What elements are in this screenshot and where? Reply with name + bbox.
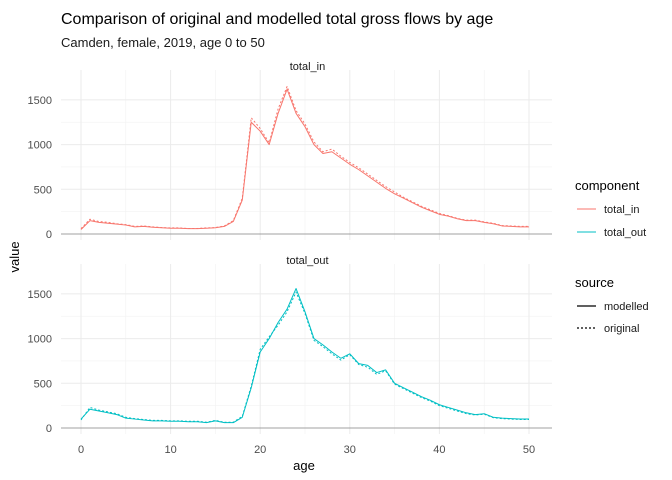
x-axis-label: age <box>293 458 315 473</box>
legend-label-total_in: total_in <box>604 204 639 216</box>
x-tick-label: 50 <box>523 444 535 456</box>
x-tick-label: 0 <box>78 444 84 456</box>
x-tick-label: 20 <box>254 444 266 456</box>
chart-subtitle: Camden, female, 2019, age 0 to 50 <box>61 35 265 50</box>
legend-title-source: source <box>575 275 614 290</box>
legend-title-component: component <box>575 178 640 193</box>
series-line-total_out-modelled <box>80 288 529 424</box>
y-tick-label: 1500 <box>28 289 52 301</box>
panel-total_in: total_in 0 500 1000 1500 <box>28 61 552 241</box>
y-axis-label: value <box>7 241 22 272</box>
legend-label-original: original <box>604 323 639 335</box>
y-tick-label: 1000 <box>28 140 52 152</box>
x-tick-label: 30 <box>344 444 356 456</box>
y-tick-label: 1500 <box>28 95 52 107</box>
y-tick-label: 0 <box>46 423 52 435</box>
panels: total_in050010001500total_out05001000150… <box>28 61 552 456</box>
chart-title: Comparison of original and modelled tota… <box>61 11 493 28</box>
series-line-total_in-modelled <box>80 88 529 230</box>
x-tick-label: 40 <box>433 444 445 456</box>
y-tick-label: 500 <box>34 378 52 390</box>
x-tick-label: 10 <box>164 444 176 456</box>
legend-label-total_out: total_out <box>604 227 646 239</box>
series-line-total_out-original <box>80 291 529 423</box>
y-tick-label: 1000 <box>28 334 52 346</box>
panel-strip-label: total_out <box>286 255 328 267</box>
panel-strip-label: total_in <box>290 61 325 73</box>
panel-total_out: total_out 0 500 1000 1500 <box>28 255 552 435</box>
legend-label-modelled: modelled <box>604 301 649 313</box>
y-tick-label: 0 <box>46 229 52 241</box>
y-tick-label: 500 <box>34 184 52 196</box>
